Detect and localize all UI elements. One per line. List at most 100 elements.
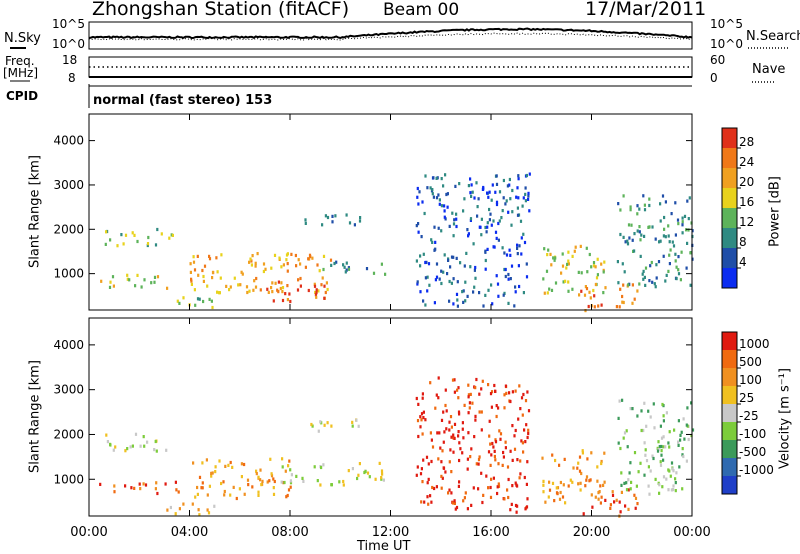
data-cell [517,177,520,181]
data-cell [566,262,569,266]
data-cell [154,439,157,444]
data-cell [109,238,112,242]
data-cell [468,401,471,405]
data-cell [426,289,429,293]
x-tick-label: 00:00 [70,525,107,540]
x-tick-label: 12:00 [372,525,409,540]
data-cell [105,230,108,234]
data-cell [671,240,674,244]
data-cell [433,248,436,252]
data-cell [487,195,490,199]
data-cell [683,214,687,218]
data-cell [190,277,193,281]
data-cell [194,303,197,307]
data-cell [154,487,157,491]
data-cell [111,275,115,279]
data-cell [663,215,666,220]
data-cell [562,483,565,487]
data-cell [638,282,641,286]
data-cell [554,256,557,260]
data-cell [450,281,453,285]
data-cell [462,289,465,293]
data-cell [321,223,324,227]
data-cell [429,186,432,190]
data-cell [644,283,647,287]
data-cell [351,420,354,424]
data-cell [631,238,634,242]
data-cell [448,460,451,464]
data-cell [417,230,420,234]
data-cell [522,291,525,295]
data-cell [453,436,456,440]
data-cell [679,278,682,282]
y-tick-label: 3000 [53,178,84,192]
data-cell [511,458,514,462]
data-cell [227,463,230,467]
data-cell [644,448,647,452]
data-cell [469,218,472,222]
data-cell [619,232,622,237]
data-cell [205,458,208,462]
data-cell [296,288,300,292]
data-cell [525,262,528,266]
data-cell [194,495,197,499]
data-cell [658,491,661,495]
data-cell [317,429,320,433]
data-cell [668,253,671,257]
data-cell [505,199,508,203]
data-cell [321,276,324,280]
data-cell [468,406,471,410]
data-cell [428,283,431,287]
data-cell [202,299,205,304]
data-cell [286,269,289,273]
data-cell [554,458,557,463]
data-cell [603,260,606,264]
data-cell [495,414,498,419]
data-cell [677,222,680,226]
data-cell [653,426,656,430]
x-tick-label: 20:00 [573,525,610,540]
data-cell [440,460,443,464]
data-cell [178,301,181,305]
data-cell [670,461,674,465]
data-cell [488,218,491,222]
data-cell [295,264,298,268]
data-cell [469,177,472,181]
data-cell [686,199,689,203]
data-cell [503,267,506,272]
data-cell [467,184,470,188]
data-cell [196,492,199,496]
data-cell [288,459,291,463]
data-cell [645,459,649,463]
data-cell [527,194,530,198]
data-cell [104,242,107,246]
data-cell [489,485,492,490]
freq-panel [88,56,693,78]
data-cell [466,228,469,232]
data-cell [366,471,370,475]
data-cell [313,284,317,288]
data-cell [435,262,439,266]
data-cell [623,270,626,274]
data-cell [347,267,351,271]
data-cell [160,232,163,236]
data-cell [469,265,472,269]
data-cell [444,388,447,392]
data-cell [470,194,473,198]
data-cell [156,491,159,496]
data-cell [508,183,511,187]
data-cell [302,479,305,483]
data-cell [254,285,258,289]
data-cell [416,195,419,199]
data-cell [503,251,506,255]
data-cell [472,290,475,294]
data-cell [334,214,337,218]
data-cell [282,263,285,267]
data-cell [498,219,501,223]
data-cell [678,465,681,469]
data-cell [485,474,488,478]
data-cell [276,288,279,292]
data-cell [516,252,519,256]
data-cell [604,286,607,290]
data-cell [283,480,286,485]
